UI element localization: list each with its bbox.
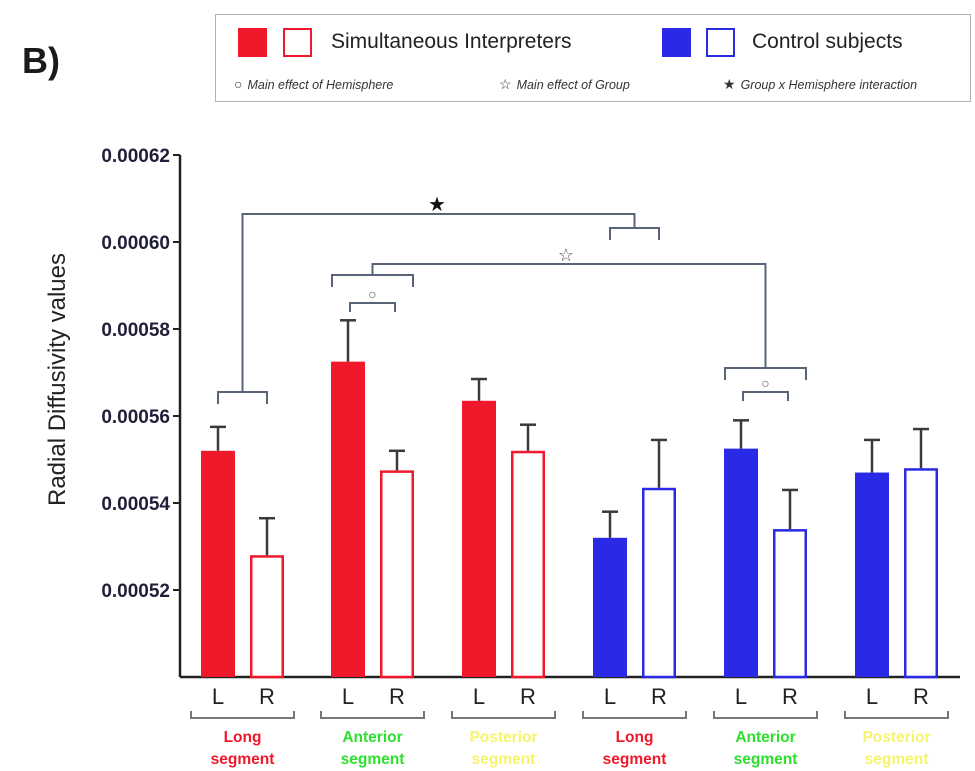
x-tick-label: R: [520, 684, 536, 709]
segment-label: Anterior: [342, 729, 402, 746]
x-tick-label: R: [389, 684, 405, 709]
bar-l-filled: [724, 448, 758, 677]
legend-label-interpreters: Simultaneous Interpreters: [331, 30, 572, 53]
legend-swatch-interpreters-filled: [238, 28, 267, 57]
bar-l-filled: [855, 472, 889, 677]
x-tick-label: L: [342, 684, 354, 709]
y-tick-label: 0.00054: [101, 494, 170, 515]
bracket-interpreters-long: [217, 391, 268, 404]
bar-r-open: [904, 468, 938, 679]
outline-star-icon: ☆: [499, 76, 512, 92]
outline-star-icon: ☆: [558, 245, 574, 265]
x-tick-label: R: [913, 684, 929, 709]
segment-label: Anterior: [735, 729, 795, 746]
bracket-hemisphere-interpreters: [349, 302, 396, 312]
y-tick-label: 0.00056: [101, 407, 170, 428]
segment-bracket: [713, 711, 818, 719]
legend-label-controls: Control subjects: [752, 30, 903, 53]
bracket-interaction: [241, 213, 636, 392]
legend-note-group: ☆ Main effect of Group: [499, 76, 630, 93]
filled-star-icon: ★: [723, 76, 736, 92]
bar-r-open: [250, 555, 284, 679]
segment-label: Long: [224, 729, 262, 746]
bar-l-filled: [593, 537, 627, 677]
chart-legend: Simultaneous Interpreters Control subjec…: [215, 14, 971, 102]
bracket-controls-long: [609, 227, 660, 240]
x-tick-label: R: [782, 684, 798, 709]
x-tick-label: R: [259, 684, 275, 709]
segment-label: segment: [341, 751, 405, 768]
y-tick-label: 0.00060: [101, 233, 170, 254]
bar-r-open: [642, 487, 676, 679]
bar-r-open: [511, 450, 545, 679]
legend-swatch-interpreters-open: [283, 28, 312, 57]
x-tick-label: L: [735, 684, 747, 709]
segment-bracket: [844, 711, 949, 719]
segment-bracket: [582, 711, 687, 719]
segment-label: Posterior: [862, 729, 930, 746]
y-tick-label: 0.00058: [101, 320, 170, 341]
x-tick-label: R: [651, 684, 667, 709]
legend-note-interaction: ★ Group x Hemisphere interaction: [723, 76, 917, 93]
bracket-group-effect: [371, 263, 767, 368]
panel-label: B): [22, 40, 60, 81]
segment-label: Long: [616, 729, 654, 746]
bar-r-open: [380, 470, 414, 679]
bracket-hemisphere-controls: [742, 391, 789, 401]
x-tick-label: L: [866, 684, 878, 709]
bar-r-open: [773, 529, 807, 679]
legend-note-interaction-text: Group x Hemisphere interaction: [740, 78, 918, 92]
x-tick-label: L: [212, 684, 224, 709]
bar-l-filled: [462, 400, 496, 677]
legend-note-group-text: Main effect of Group: [516, 78, 630, 92]
segment-label: segment: [211, 751, 275, 768]
legend-swatch-controls-filled: [662, 28, 691, 57]
segment-label: segment: [603, 751, 667, 768]
circle-icon: ○: [368, 286, 376, 302]
circle-icon: ○: [761, 375, 769, 391]
legend-note-hemisphere-text: Main effect of Hemisphere: [247, 78, 394, 92]
legend-note-hemisphere: ○ Main effect of Hemisphere: [234, 76, 393, 92]
bar-l-filled: [201, 450, 235, 677]
segment-bracket: [190, 711, 295, 719]
segment-label: segment: [734, 751, 798, 768]
segment-label: segment: [865, 751, 929, 768]
segment-bracket: [451, 711, 556, 719]
segment-label: segment: [472, 751, 536, 768]
x-tick-label: L: [604, 684, 616, 709]
y-tick-label: 0.00062: [101, 146, 170, 167]
x-tick-label: L: [473, 684, 485, 709]
filled-star-icon: ★: [428, 194, 446, 216]
legend-swatch-controls-open: [706, 28, 735, 57]
bar-l-filled: [331, 361, 365, 677]
circle-icon: ○: [234, 76, 243, 92]
y-tick-label: 0.00052: [101, 581, 170, 602]
segment-bracket: [320, 711, 425, 719]
segment-label: Posterior: [469, 729, 537, 746]
